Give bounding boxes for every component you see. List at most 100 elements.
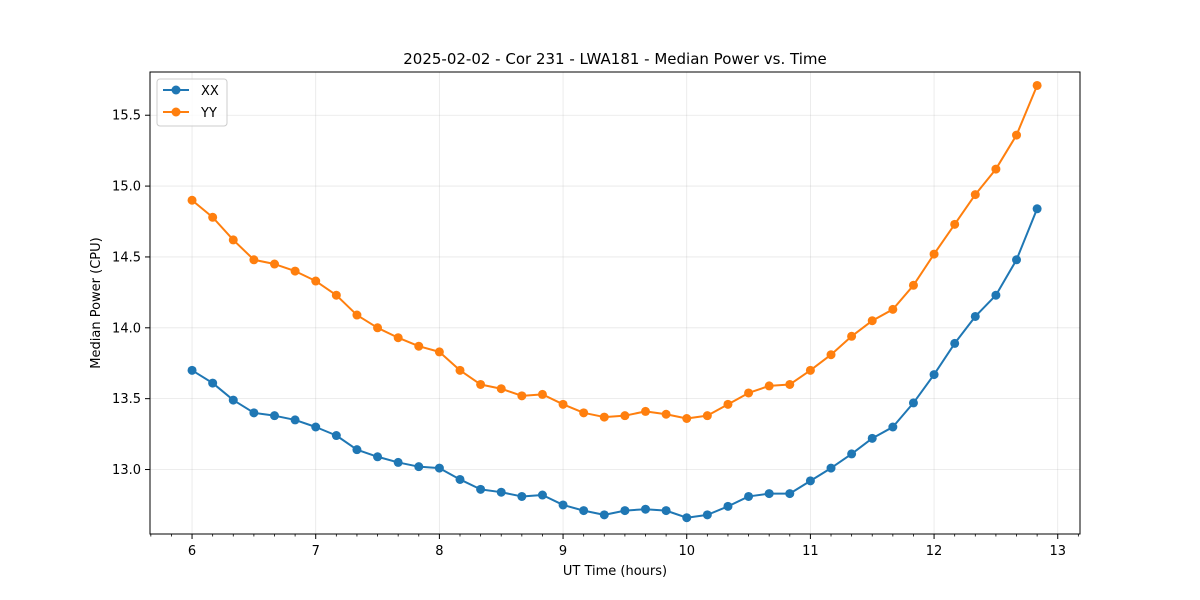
data-point-xx xyxy=(805,476,815,486)
data-point-yy xyxy=(187,195,197,205)
data-point-xx xyxy=(1032,204,1042,214)
data-point-xx xyxy=(867,433,877,443)
data-point-yy xyxy=(991,164,1001,174)
data-point-xx xyxy=(661,506,671,516)
x-tick-label: 8 xyxy=(435,544,443,559)
data-point-yy xyxy=(805,365,815,375)
data-point-yy xyxy=(311,276,321,286)
axis-ticks: 6 7 8 9 10 11 12 13 13.0 13.5 14.0 14.5 15.0 15.5 xyxy=(112,109,1079,559)
data-point-yy xyxy=(1012,130,1022,140)
data-point-xx xyxy=(476,484,486,494)
data-point-xx xyxy=(249,408,259,418)
data-point-yy xyxy=(579,408,589,418)
data-point-xx xyxy=(269,411,279,421)
data-point-xx xyxy=(991,290,1001,300)
data-point-yy xyxy=(661,409,671,419)
y-tick-label: 14.0 xyxy=(112,321,141,336)
x-tick-label: 11 xyxy=(802,544,819,559)
data-point-xx xyxy=(641,504,651,514)
x-tick-label: 12 xyxy=(926,544,943,559)
x-tick-label: 6 xyxy=(188,544,196,559)
data-point-yy xyxy=(290,266,300,276)
data-point-xx xyxy=(785,489,795,499)
data-point-xx xyxy=(311,422,321,432)
data-point-yy xyxy=(826,350,836,360)
legend-label-xx: XX xyxy=(201,84,219,99)
y-axis-label: Median Power (CPU) xyxy=(89,237,104,368)
data-point-xx xyxy=(187,365,197,375)
data-point-yy xyxy=(269,259,279,269)
data-point-yy xyxy=(620,411,630,421)
data-point-yy xyxy=(373,323,383,333)
data-point-xx xyxy=(888,422,898,432)
data-point-xx xyxy=(764,489,774,499)
data-point-yy xyxy=(599,412,609,422)
x-tick-label: 10 xyxy=(678,544,695,559)
legend-label-yy: YY xyxy=(200,106,217,121)
data-point-yy xyxy=(908,280,918,290)
y-tick-label: 13.5 xyxy=(112,392,141,407)
data-point-yy xyxy=(455,365,465,375)
data-point-yy xyxy=(970,190,980,200)
legend: XX YY xyxy=(156,78,228,127)
data-point-xx xyxy=(723,501,733,511)
data-point-xx xyxy=(744,491,754,501)
data-point-xx xyxy=(702,510,712,520)
data-point-xx xyxy=(455,474,465,484)
data-point-xx xyxy=(228,395,238,405)
data-point-yy xyxy=(228,235,238,245)
data-point-yy xyxy=(744,388,754,398)
legend-marker-xx xyxy=(171,85,181,95)
data-point-yy xyxy=(641,406,651,416)
data-point-yy xyxy=(723,399,733,409)
data-point-yy xyxy=(558,399,568,409)
x-tick-label: 13 xyxy=(1049,544,1066,559)
data-point-xx xyxy=(352,445,362,455)
data-point-yy xyxy=(414,341,424,351)
x-axis-label: UT Time (hours) xyxy=(563,564,667,579)
data-point-yy xyxy=(517,391,527,401)
data-series xyxy=(187,80,1042,523)
data-point-yy xyxy=(496,384,506,394)
data-point-yy xyxy=(537,389,547,399)
data-point-yy xyxy=(476,379,486,389)
data-point-yy xyxy=(249,255,259,265)
data-point-yy xyxy=(331,290,341,300)
grid-lines xyxy=(150,72,1080,534)
data-point-yy xyxy=(682,414,692,423)
plot-frame xyxy=(149,71,1081,535)
data-point-yy xyxy=(393,333,403,343)
data-point-yy xyxy=(434,347,444,357)
data-point-yy xyxy=(764,381,774,391)
data-point-yy xyxy=(1032,80,1042,90)
data-point-xx xyxy=(434,463,444,473)
data-point-yy xyxy=(847,331,857,341)
y-tick-label: 15.5 xyxy=(112,109,141,124)
data-point-xx xyxy=(537,490,547,500)
data-point-xx xyxy=(970,311,980,321)
data-point-yy xyxy=(950,219,960,229)
x-tick-label: 9 xyxy=(559,544,567,559)
data-point-xx xyxy=(331,431,341,441)
data-point-yy xyxy=(352,310,362,320)
data-point-xx xyxy=(682,513,692,523)
y-tick-label: 15.0 xyxy=(112,180,141,195)
data-point-xx xyxy=(579,506,589,516)
legend-marker-yy xyxy=(171,107,181,117)
data-point-xx xyxy=(1012,255,1022,265)
data-point-xx xyxy=(950,338,960,348)
data-point-xx xyxy=(496,487,506,497)
data-point-xx xyxy=(208,378,218,388)
data-point-yy xyxy=(888,304,898,314)
data-point-xx xyxy=(826,463,836,473)
data-point-yy xyxy=(867,316,877,326)
y-tick-label: 13.0 xyxy=(112,463,141,478)
data-point-yy xyxy=(929,249,939,259)
data-point-xx xyxy=(393,457,403,467)
data-point-xx xyxy=(290,415,300,425)
data-point-yy xyxy=(785,379,795,389)
data-point-xx xyxy=(373,452,383,462)
data-point-xx xyxy=(620,506,630,516)
data-point-yy xyxy=(208,212,218,222)
